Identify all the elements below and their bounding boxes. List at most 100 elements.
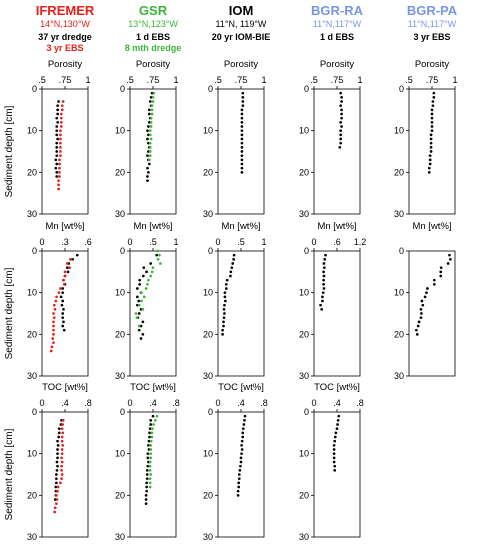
- data-point: [55, 125, 59, 128]
- y-tick-label: 10: [115, 288, 125, 298]
- x-tick-label: 0: [127, 398, 132, 408]
- x-axis-title: Porosity: [224, 59, 259, 70]
- site-coordinates: 13°N,123°W: [128, 19, 178, 29]
- data-point: [148, 464, 152, 468]
- data-point: [340, 108, 343, 112]
- data-point: [59, 154, 62, 158]
- data-point: [147, 108, 151, 112]
- y-tick-label: 0: [399, 84, 404, 94]
- x-tick-label: .6: [84, 237, 92, 247]
- data-point: [59, 481, 62, 485]
- data-point: [240, 145, 244, 149]
- data-point: [241, 427, 245, 431]
- site-treatment-line: 8 mth dredge: [125, 43, 182, 53]
- y-tick-label: 30: [27, 532, 37, 542]
- x-tick-label: .4: [333, 398, 341, 408]
- data-point: [60, 427, 64, 431]
- data-point: [149, 423, 153, 426]
- data-point: [449, 257, 452, 261]
- data-point: [59, 129, 62, 133]
- y-tick-label: 0: [32, 407, 37, 417]
- data-point: [59, 125, 63, 128]
- y-tick-label: 0: [399, 246, 404, 256]
- x-axis-title: TOC [wt%]: [42, 382, 88, 393]
- data-point: [319, 303, 322, 307]
- data-point: [147, 158, 151, 162]
- data-point: [150, 112, 154, 116]
- y-tick-label: 20: [394, 329, 404, 339]
- data-point: [59, 112, 63, 116]
- panel-toc-ifremer: TOC [wt%] 0 .4 .8 0 10 20 30: [27, 382, 92, 542]
- data-point: [159, 262, 162, 265]
- data-point: [71, 257, 75, 261]
- data-point: [323, 266, 326, 270]
- x-tick-label: .8: [172, 398, 180, 408]
- data-point: [224, 299, 227, 303]
- x-tick-label: .3: [61, 237, 69, 247]
- data-point: [340, 125, 343, 128]
- data-point: [156, 249, 159, 253]
- data-point: [240, 137, 244, 141]
- data-point: [52, 341, 55, 345]
- x-axis-title: Porosity: [320, 59, 355, 70]
- data-point: [431, 104, 435, 108]
- x-tick-label: 1: [173, 75, 178, 85]
- site-treatment-line: 37 yr dredge: [38, 32, 92, 42]
- x-tick-label: .75: [426, 75, 439, 85]
- data-point: [55, 477, 58, 481]
- data-point: [222, 307, 226, 311]
- data-point: [426, 287, 429, 290]
- data-point: [428, 154, 432, 158]
- data-point: [321, 299, 324, 303]
- data-point: [58, 166, 61, 170]
- data-point: [221, 332, 224, 336]
- plot-frame: [313, 411, 361, 538]
- data-point: [432, 95, 436, 99]
- data-point: [428, 162, 432, 166]
- data-point: [146, 175, 149, 178]
- y-tick-label: 30: [115, 532, 125, 542]
- data-point: [239, 464, 242, 468]
- data-point: [152, 423, 155, 426]
- data-point: [60, 460, 64, 464]
- data-point: [142, 295, 146, 299]
- data-point: [137, 328, 141, 332]
- data-point: [420, 299, 424, 303]
- data-point: [56, 456, 59, 460]
- y-tick-label: 0: [120, 246, 125, 256]
- data-point: [333, 464, 337, 468]
- data-point: [55, 170, 59, 174]
- data-point: [241, 431, 245, 435]
- data-point: [148, 145, 152, 149]
- data-point: [149, 137, 153, 141]
- data-point: [140, 299, 143, 303]
- plot-frame: [41, 250, 89, 377]
- x-tick-label: .5: [214, 75, 222, 85]
- data-point: [60, 108, 64, 112]
- data-point: [421, 303, 425, 307]
- data-point: [241, 95, 245, 99]
- panel-toc-iom: TOC [wt%] 0 .4 .8 0 10 20 30: [203, 382, 268, 542]
- data-point: [332, 456, 336, 460]
- data-point: [144, 287, 148, 290]
- x-tick-label: .4: [149, 398, 157, 408]
- data-point: [148, 485, 152, 489]
- data-point: [340, 100, 343, 103]
- data-point: [337, 414, 341, 418]
- data-point: [156, 257, 160, 261]
- data-point: [146, 282, 149, 286]
- data-point: [56, 452, 59, 456]
- data-point: [336, 418, 340, 422]
- data-point: [240, 120, 244, 124]
- data-point: [446, 262, 450, 265]
- data-point: [427, 170, 431, 174]
- y-tick-label: 0: [304, 246, 309, 256]
- data-point: [60, 464, 63, 468]
- data-point: [332, 452, 336, 456]
- data-point: [222, 320, 225, 324]
- y-tick-label: 20: [27, 329, 37, 339]
